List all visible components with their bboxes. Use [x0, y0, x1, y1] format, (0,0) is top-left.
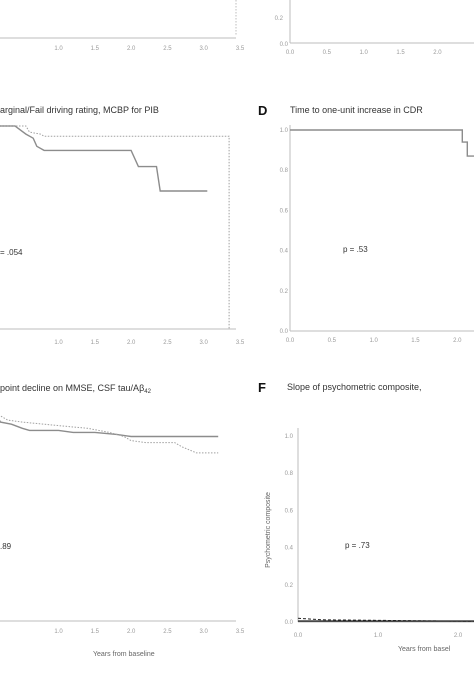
panel-c: arginal/Fail driving rating, MCBP for PI…	[0, 105, 245, 346]
panel-e-title: point decline on MMSE, CSF tau/Aβ42	[0, 383, 152, 395]
panel-a-xtick: 2.0	[127, 46, 136, 52]
panel-f-title: Slope of psychometric composite,	[287, 382, 422, 392]
panel-e-xtick: 2.0	[127, 629, 136, 635]
panel-f-series-2	[297, 617, 474, 622]
panel-c-xtick: 3.5	[236, 340, 245, 346]
panel-f-y-label: Psychometric composite	[265, 492, 272, 568]
panel-b-xtick: 1.5	[396, 50, 405, 56]
panel-e-xtick: 3.5	[236, 629, 245, 635]
panel-e-series-1	[0, 419, 219, 438]
panel-d-ytick: 0.2	[280, 289, 289, 295]
panel-d-ytick: 1.0	[280, 128, 289, 134]
panel-b-xtick: 0.0	[286, 50, 295, 56]
panel-d-ytick: 0.6	[280, 208, 289, 214]
panel-f-ytick: 0.0	[285, 620, 294, 626]
panel-f-xtick: 0.0	[294, 633, 303, 639]
panel-f-p-value: p = .73	[345, 541, 370, 550]
panel-a: 1.0 1.5 2.0 2.5 3.0 3.5	[0, 0, 245, 52]
panel-c-xtick: 1.0	[54, 340, 63, 346]
panel-f-xtick: 2.0	[454, 633, 463, 639]
panel-d-xtick: 1.5	[411, 338, 420, 344]
panel-c-xtick: 2.5	[163, 340, 172, 346]
panel-d-ytick: 0.0	[280, 329, 289, 335]
panel-e-x-label: Years from baseline	[93, 651, 155, 658]
panel-a-xtick: 1.0	[54, 46, 63, 52]
panel-e-p-value: .89	[0, 542, 12, 551]
panel-f-x-label: Years from basel	[398, 646, 451, 653]
panel-c-series-2	[0, 125, 230, 329]
panel-e: point decline on MMSE, CSF tau/Aβ42 .89 …	[0, 383, 245, 658]
panel-f-letter: F	[258, 380, 266, 395]
panel-e-xtick: 2.5	[163, 629, 172, 635]
panel-f-ytick: 0.8	[285, 471, 294, 477]
panel-d-ytick: 0.4	[280, 249, 289, 255]
panel-e-xtick: 1.5	[91, 629, 100, 635]
panel-d-xtick: 0.5	[328, 338, 337, 344]
panel-f-xtick: 1.0	[374, 633, 383, 639]
panel-e-series-2	[0, 415, 219, 454]
panel-d-xtick: 2.0	[453, 338, 462, 344]
panel-d-letter: D	[258, 103, 267, 118]
panel-f-ytick: 0.4	[285, 546, 294, 552]
panel-d-p-value: p = .53	[343, 245, 368, 254]
panel-f-ytick: 1.0	[285, 434, 294, 440]
panel-d: D Time to one-unit increase in CDR 1.0 0.…	[258, 103, 474, 344]
panel-c-xtick: 3.0	[200, 340, 209, 346]
panel-d-title: Time to one-unit increase in CDR	[290, 105, 423, 115]
panel-b-ytick-0.2: 0.2	[275, 16, 284, 22]
panel-b-xtick: 1.0	[360, 50, 369, 56]
panel-c-title: arginal/Fail driving rating, MCBP for PI…	[0, 105, 159, 115]
panel-b-ytick-0.0: 0.0	[280, 42, 289, 48]
panel-e-xtick: 3.0	[200, 629, 209, 635]
panel-b-xtick: 0.5	[323, 50, 332, 56]
panel-b-xtick: 2.0	[433, 50, 442, 56]
panel-d-ytick: 0.8	[280, 168, 289, 174]
panel-c-p-value: = .054	[0, 248, 23, 257]
panel-f: F Slope of psychometric composite, Psych…	[258, 380, 474, 653]
panel-d-xtick: 0.0	[286, 338, 295, 344]
panel-e-xtick: 1.0	[54, 629, 63, 635]
panel-a-xtick: 1.5	[91, 46, 100, 52]
panel-a-xtick: 3.5	[236, 46, 245, 52]
panel-f-ytick: 0.6	[285, 508, 294, 514]
panel-b: 0.2 0.0 0.0 0.5 1.0 1.5 2.0	[275, 0, 474, 56]
panel-d-series-1	[290, 129, 474, 157]
panel-a-xtick: 3.0	[200, 46, 209, 52]
panel-f-ytick: 0.2	[285, 583, 294, 589]
panel-c-xtick: 2.0	[127, 340, 136, 346]
panel-d-xtick: 1.0	[369, 338, 378, 344]
panel-c-series-1	[0, 125, 208, 192]
panel-c-xtick: 1.5	[91, 340, 100, 346]
panel-a-xtick: 2.5	[163, 46, 172, 52]
